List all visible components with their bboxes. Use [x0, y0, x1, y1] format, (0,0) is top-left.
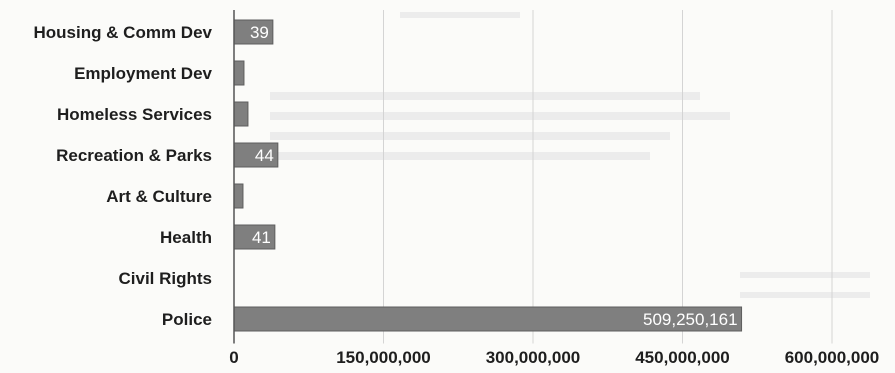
- bar: [233, 183, 244, 209]
- bar: [233, 142, 279, 168]
- background-text-smudge: [400, 12, 520, 18]
- bar: [233, 224, 276, 250]
- x-tick-label: 0: [229, 348, 238, 367]
- data-label: 41: [252, 228, 271, 247]
- background-text-smudge: [740, 272, 870, 278]
- bar: [233, 101, 249, 127]
- data-label: 39: [250, 23, 269, 42]
- background-text-smudge: [270, 132, 670, 140]
- x-tick-label: 450,000,000: [635, 348, 730, 367]
- gridlines: [383, 10, 833, 344]
- x-tick-label: 600,000,000: [785, 348, 880, 367]
- category-labels: Housing & Comm Dev Employment Dev Homeless…: [33, 23, 212, 329]
- x-tick-labels: 0 150,000,000 300,000,000 450,000,000 600,00…: [229, 348, 879, 367]
- category-label: Employment Dev: [74, 64, 212, 83]
- background-text-smudge: [270, 112, 730, 120]
- category-label: Homeless Services: [57, 105, 212, 124]
- category-label: Health: [160, 228, 212, 247]
- background-text-smudge: [270, 92, 700, 100]
- data-label: 44: [255, 146, 274, 165]
- bar: [233, 60, 245, 86]
- category-label: Housing & Comm Dev: [33, 23, 212, 42]
- category-label: Recreation & Parks: [56, 146, 212, 165]
- background-text-smudge: [270, 152, 650, 160]
- data-labels: 39 44 41 509,250,161: [250, 23, 738, 329]
- category-label: Civil Rights: [118, 269, 212, 288]
- category-label: Art & Culture: [106, 187, 212, 206]
- background-text-smudge: [740, 292, 870, 298]
- data-label: 509,250,161: [643, 310, 738, 329]
- bars: [233, 19, 743, 332]
- category-label: Police: [162, 310, 212, 329]
- x-tick-label: 300,000,000: [486, 348, 581, 367]
- x-tick-label: 150,000,000: [336, 348, 431, 367]
- background-scan-texture: [270, 12, 870, 298]
- bar: [233, 19, 274, 45]
